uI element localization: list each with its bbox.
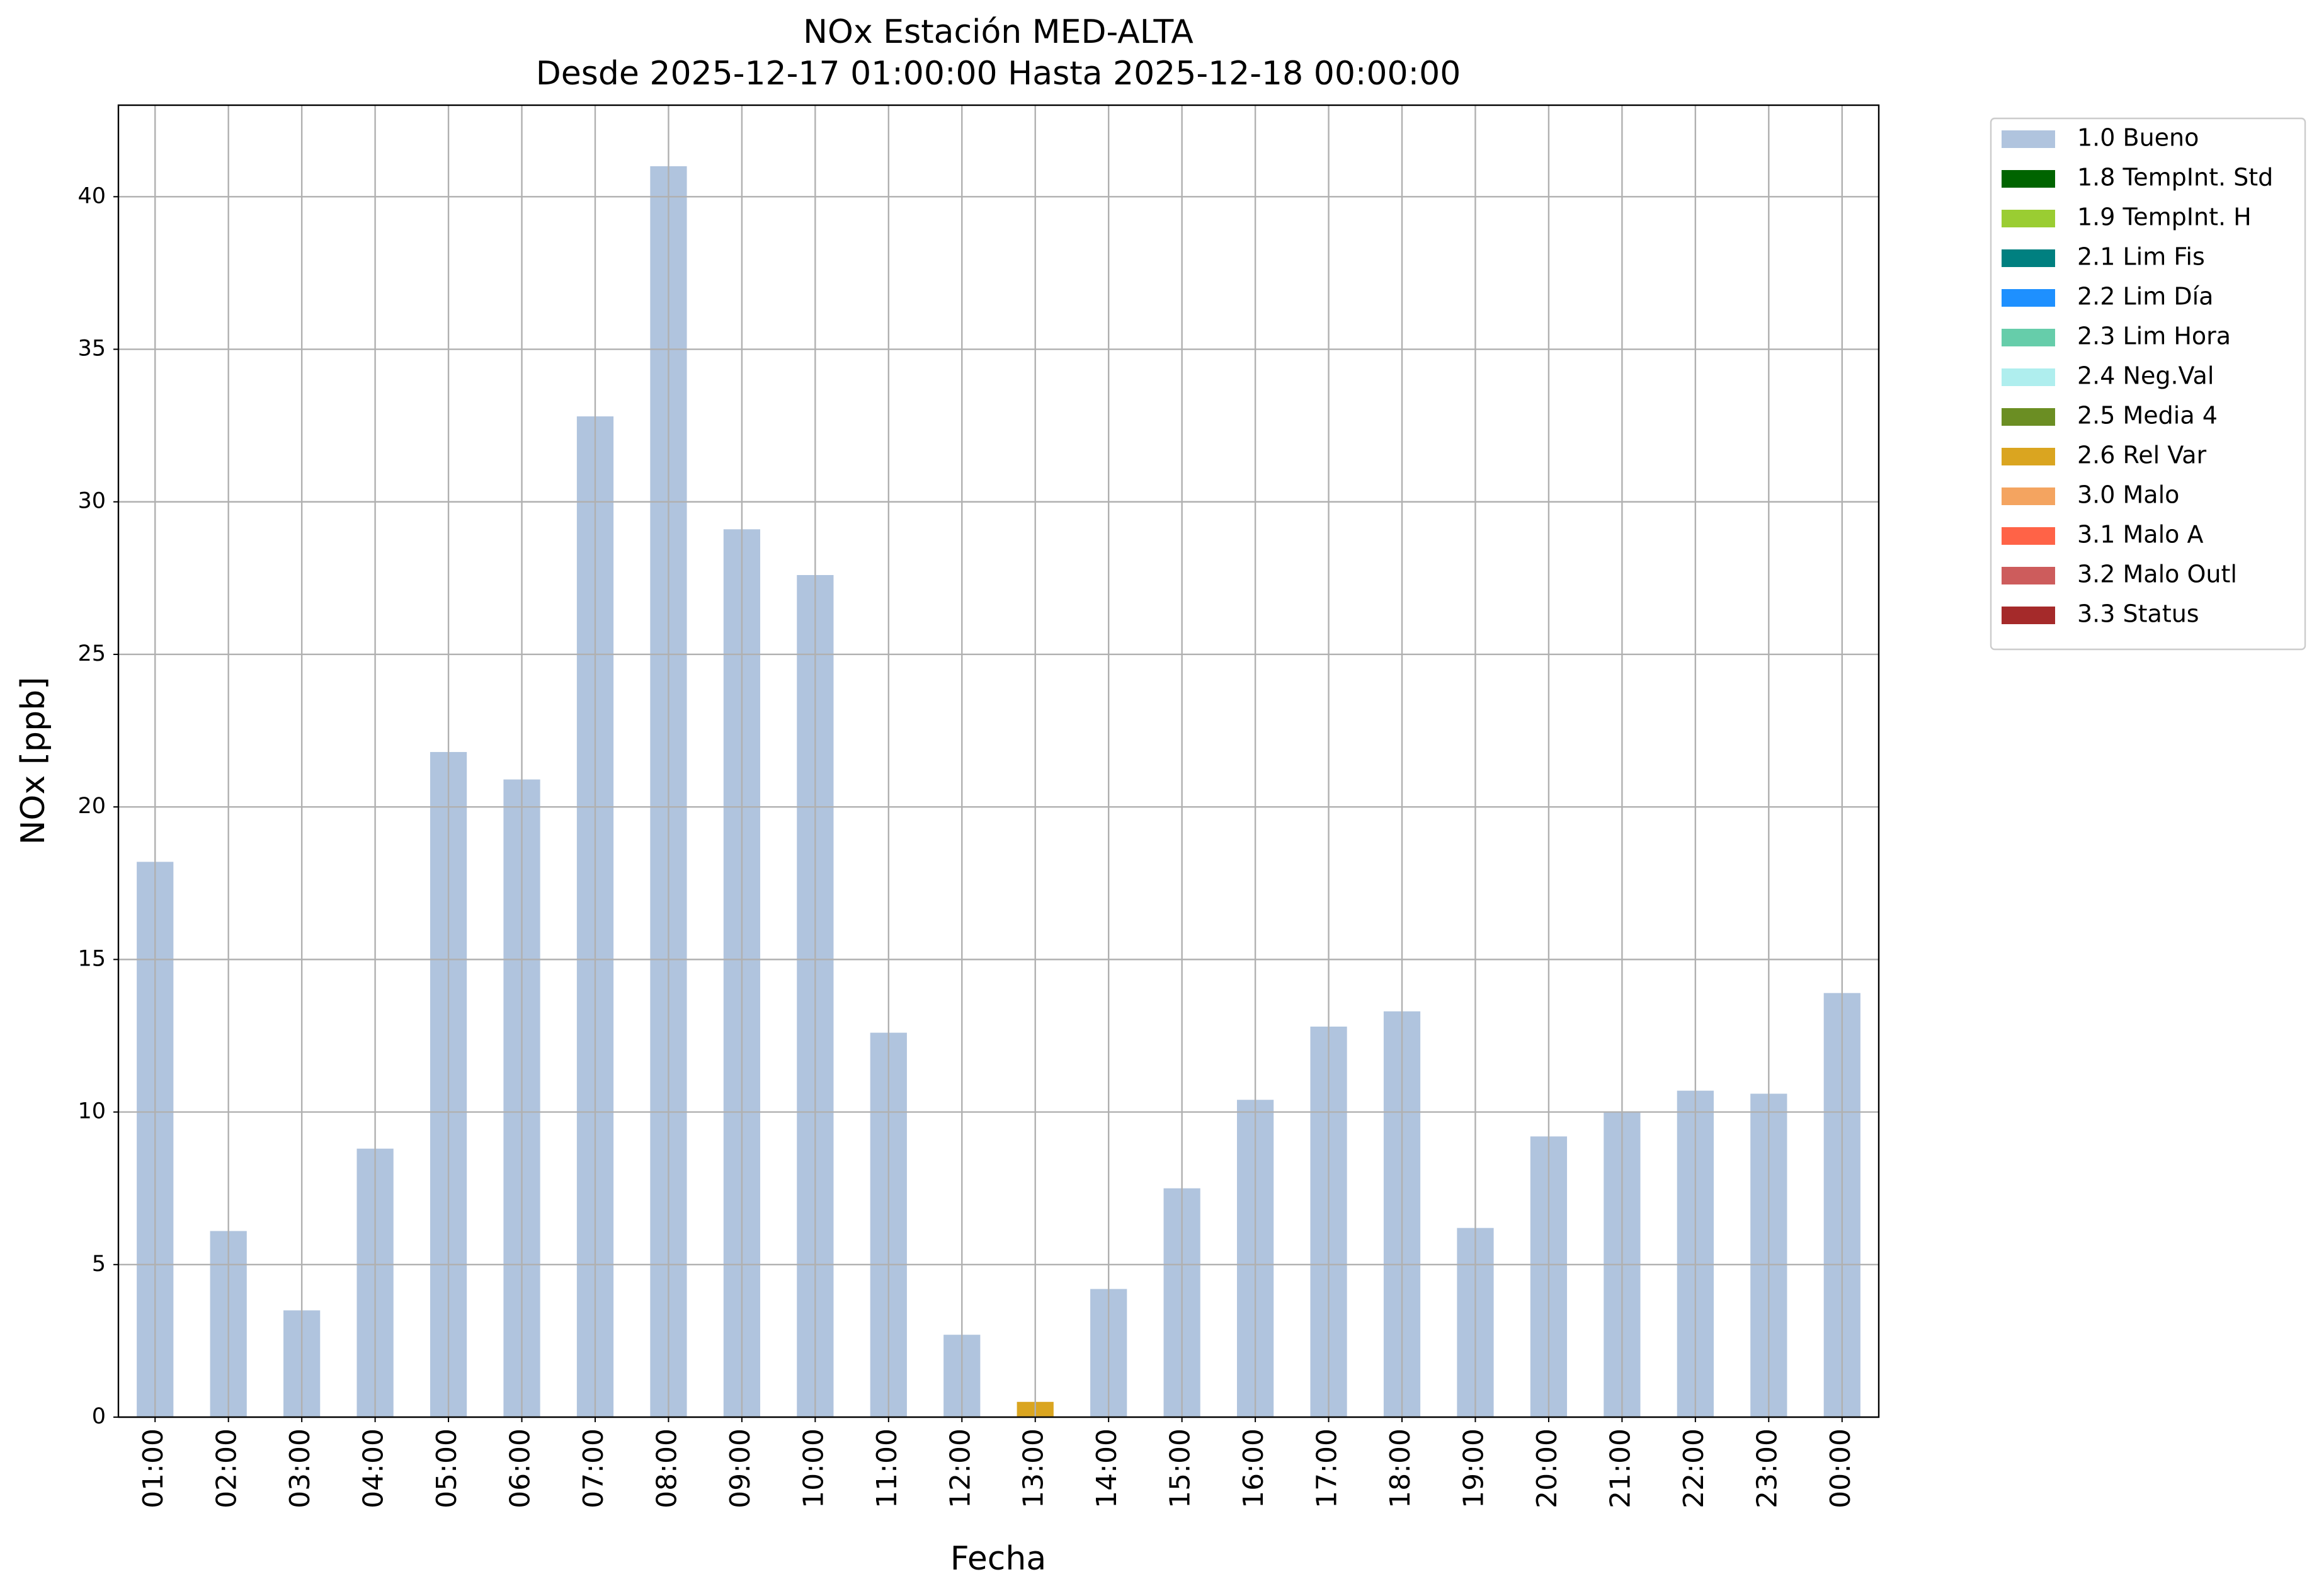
- x-tick-label: 06:00: [504, 1428, 537, 1508]
- x-tick-label: 08:00: [651, 1428, 683, 1508]
- x-tick-label: 07:00: [578, 1428, 610, 1508]
- legend-label: 2.5 Media 4: [2077, 402, 2218, 430]
- legend-swatch: [2002, 170, 2055, 188]
- legend-swatch: [2002, 329, 2055, 346]
- legend-label: 1.8 TempInt. Std: [2077, 164, 2273, 191]
- legend-swatch: [2002, 527, 2055, 545]
- legend-label: 2.3 Lim Hora: [2077, 322, 2231, 350]
- y-tick-label: 30: [77, 489, 106, 514]
- x-tick-label: 11:00: [871, 1428, 903, 1508]
- legend-label: 1.0 Bueno: [2077, 124, 2199, 152]
- y-tick-label: 25: [77, 641, 106, 666]
- plot-frame: [117, 104, 1880, 1418]
- legend-swatch: [2002, 249, 2055, 267]
- x-tick-label: 12:00: [944, 1428, 976, 1508]
- legend-box: [1990, 117, 2306, 651]
- x-tick-label: 00:00: [1825, 1428, 1857, 1508]
- legend-swatch: [2002, 289, 2055, 307]
- chart-title: NOx Estación MED-ALTA: [803, 13, 1194, 51]
- legend-swatch: [2002, 487, 2055, 505]
- x-tick-label: 14:00: [1091, 1428, 1123, 1508]
- x-tick-label: 10:00: [797, 1428, 829, 1508]
- x-tick-label: 02:00: [211, 1428, 243, 1508]
- legend-label: 3.0 Malo: [2077, 481, 2179, 509]
- legend-label: 3.3 Status: [2077, 600, 2199, 628]
- legend-swatch: [2002, 607, 2055, 624]
- x-tick-label: 03:00: [284, 1428, 316, 1508]
- y-tick-label: 15: [77, 946, 106, 971]
- x-tick-label: 21:00: [1604, 1428, 1636, 1508]
- legend-swatch: [2002, 130, 2055, 148]
- legend-label: 2.6 Rel Var: [2077, 442, 2207, 469]
- x-tick-label: 18:00: [1384, 1428, 1416, 1508]
- legend-swatch: [2002, 567, 2055, 584]
- x-tick-label: 17:00: [1311, 1428, 1343, 1508]
- legend-label: 1.9 TempInt. H: [2077, 203, 2252, 231]
- y-tick-label: 20: [77, 794, 106, 819]
- x-tick-label: 04:00: [358, 1428, 390, 1508]
- legend-swatch: [2002, 448, 2055, 465]
- legend-swatch: [2002, 408, 2055, 426]
- x-tick-label: 09:00: [724, 1428, 756, 1508]
- y-axis-label: NOx [ppb]: [14, 677, 52, 845]
- legend-label: 3.2 Malo Outl: [2077, 561, 2237, 588]
- y-tick-label: 35: [77, 336, 106, 362]
- x-tick-label: 19:00: [1457, 1428, 1490, 1508]
- legend-swatch: [2002, 210, 2055, 227]
- y-tick-label: 5: [92, 1251, 106, 1277]
- legend-label: 2.4 Neg.Val: [2077, 362, 2214, 390]
- x-tick-label: 15:00: [1165, 1428, 1197, 1508]
- x-tick-label: 13:00: [1018, 1428, 1050, 1508]
- y-tick-label: 0: [92, 1404, 106, 1429]
- legend-label: 3.1 Malo A: [2077, 521, 2203, 549]
- y-tick-label: 40: [77, 183, 106, 208]
- chart-subtitle: Desde 2025-12-17 01:00:00 Hasta 2025-12-…: [536, 55, 1461, 93]
- y-tick-label: 10: [77, 1099, 106, 1124]
- x-tick-label: 01:00: [137, 1428, 169, 1508]
- x-tick-label: 16:00: [1238, 1428, 1270, 1508]
- legend-label: 2.1 Lim Fis: [2077, 243, 2205, 271]
- legend-swatch: [2002, 368, 2055, 386]
- x-tick-label: 20:00: [1531, 1428, 1563, 1508]
- x-tick-label: 05:00: [431, 1428, 463, 1508]
- legend-label: 2.2 Lim Día: [2077, 283, 2213, 311]
- x-axis-label: Fecha: [950, 1540, 1046, 1578]
- x-tick-label: 23:00: [1751, 1428, 1783, 1508]
- x-tick-label: 22:00: [1678, 1428, 1710, 1508]
